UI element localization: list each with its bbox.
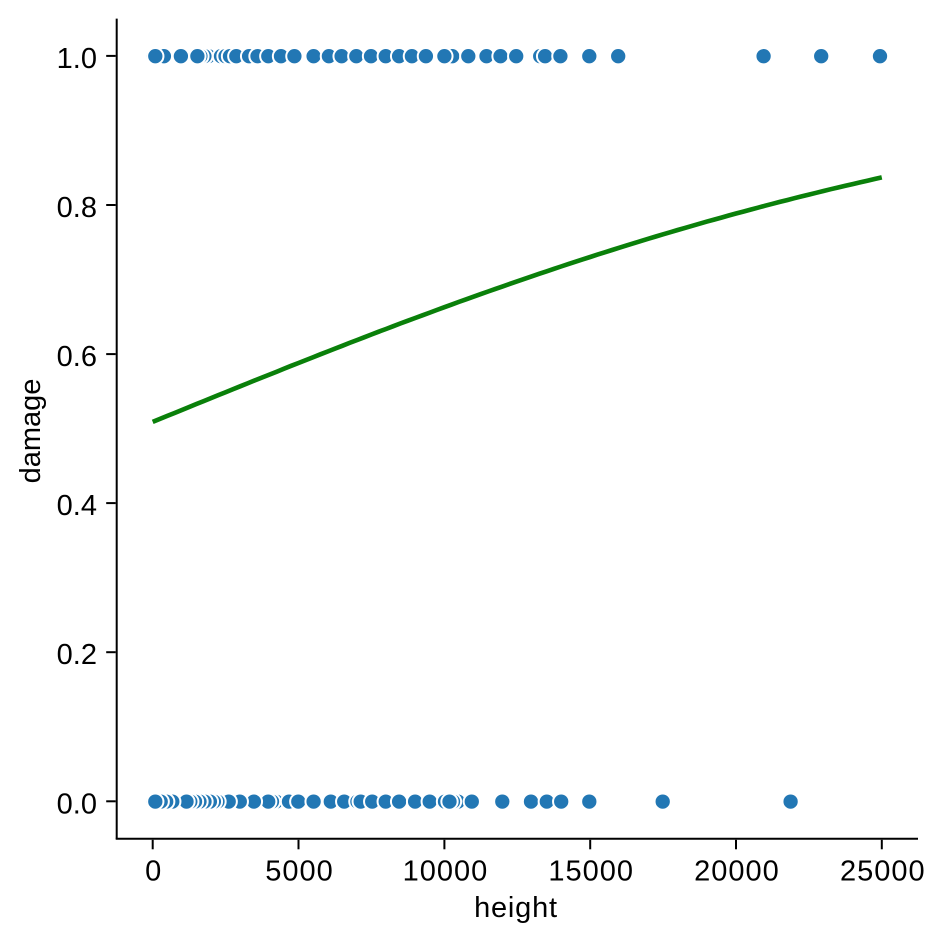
svg-text:10000: 10000 — [403, 855, 489, 887]
svg-text:damage: damage — [15, 379, 47, 484]
svg-text:5000: 5000 — [265, 855, 334, 887]
svg-text:20000: 20000 — [694, 855, 780, 887]
svg-text:0.6: 0.6 — [57, 341, 97, 373]
svg-text:0.2: 0.2 — [57, 639, 97, 671]
svg-text:0.4: 0.4 — [57, 490, 97, 522]
svg-text:0.0: 0.0 — [57, 788, 97, 820]
svg-text:25000: 25000 — [840, 855, 926, 887]
svg-text:height: height — [474, 892, 558, 924]
svg-text:0.8: 0.8 — [57, 192, 97, 224]
svg-text:1.0: 1.0 — [57, 43, 97, 75]
svg-text:15000: 15000 — [548, 855, 634, 887]
svg-text:0: 0 — [145, 855, 162, 887]
